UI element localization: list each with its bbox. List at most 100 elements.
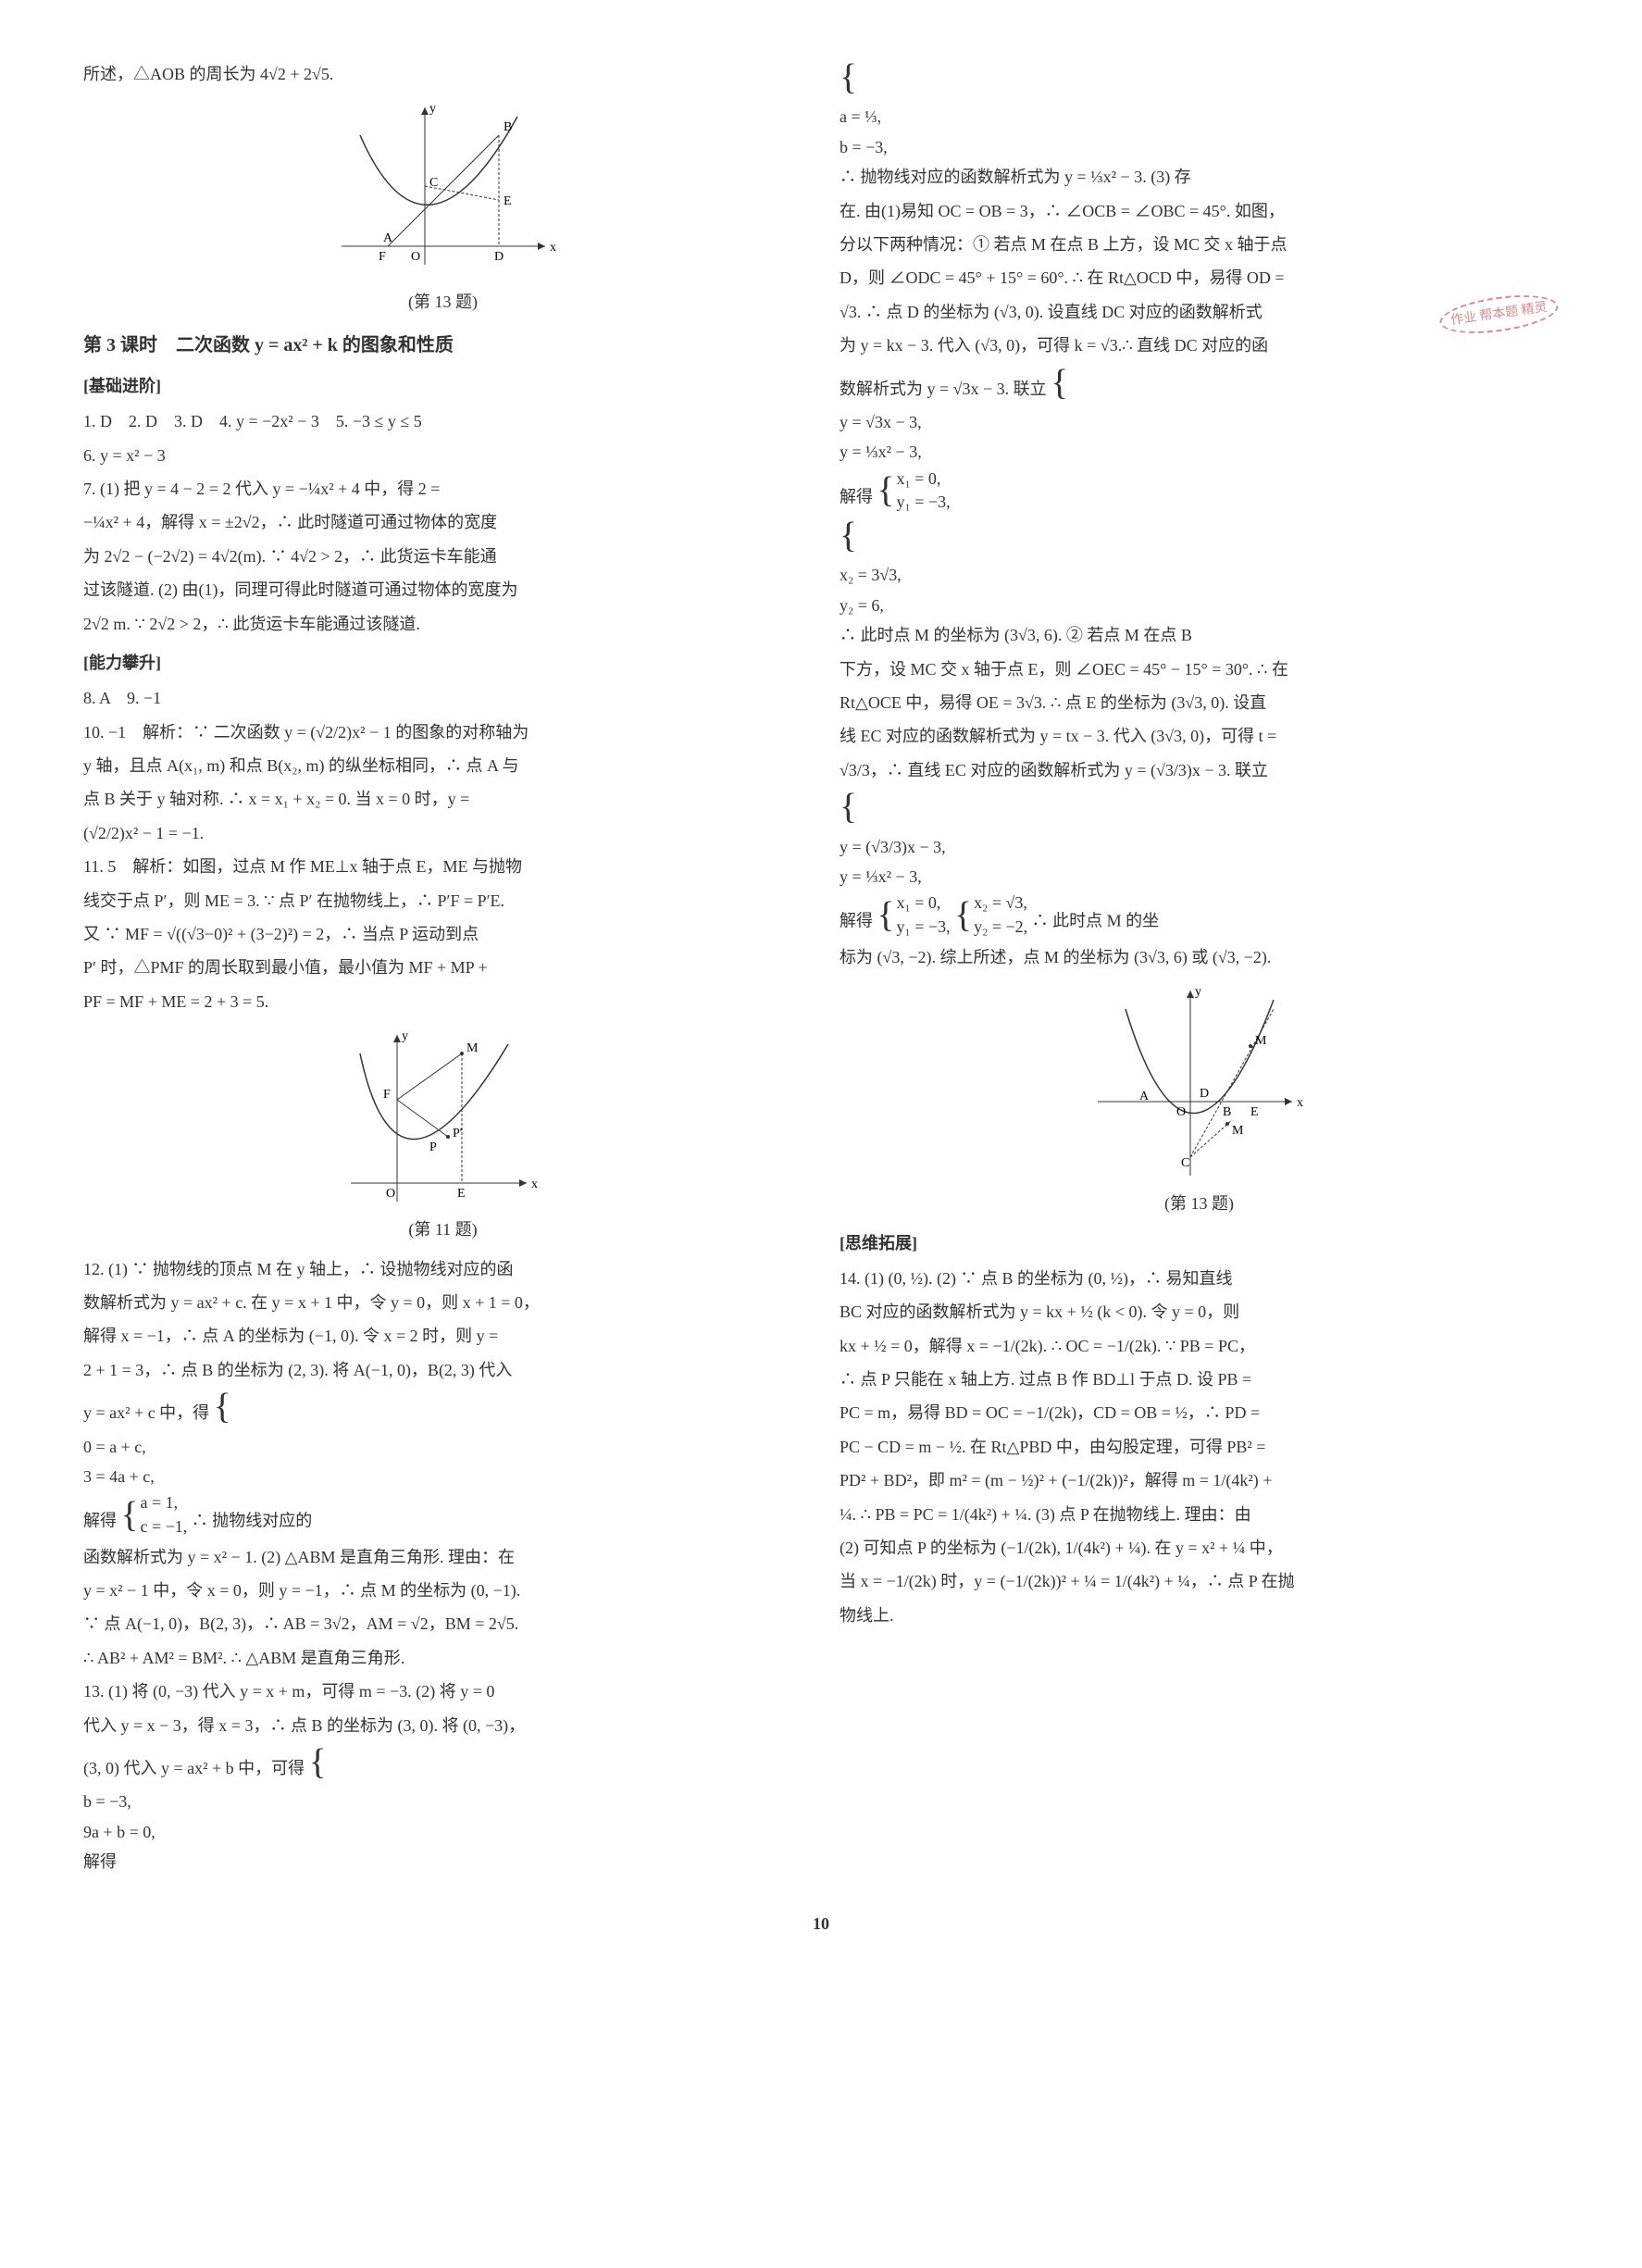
r-eq-open-bot: b = −3, <box>840 132 1559 162</box>
q12-eq1: { <box>214 1389 233 1426</box>
q10-l3: 点 B 关于 y 轴对称. ∴ x = x₁ + x₂ = 0. 当 x = 0… <box>83 784 802 814</box>
label-M: M <box>466 1041 479 1055</box>
q7-l3: 为 2√2 − (−2√2) = 4√2(m). ∵ 4√2 > 2，∴ 此货运… <box>83 542 802 571</box>
extend-section-title: [思维拓展] <box>840 1228 1559 1258</box>
q12-l2: 数解析式为 y = ax² + c. 在 y = x + 1 中，令 y = 0… <box>83 1288 802 1317</box>
figure-11: M F P P′ O E x y (第 11 题) <box>83 1026 802 1244</box>
label-M2b: M <box>1232 1124 1244 1138</box>
q13-eq-bot: 9a + b = 0, <box>83 1817 802 1847</box>
r-opening: { <box>840 59 1559 98</box>
r-l2: 在. 由(1)易知 OC = OB = 3，∴ ∠OCB = ∠OBC = 45… <box>840 196 1559 226</box>
q12-eq2-top: a = 1, <box>141 1491 188 1514</box>
q14-l4: ∴ 点 P 只能在 x 轴上方. 过点 B 作 BD⊥l 于点 D. 设 PB … <box>840 1365 1559 1394</box>
label-O2: O <box>1176 1105 1186 1119</box>
q14-l11: 物线上. <box>840 1601 1559 1630</box>
label-E: E <box>457 1187 466 1201</box>
label-x2: x <box>1297 1096 1303 1110</box>
r-l7: 数解析式为 y = √3x − 3. 联立 { <box>840 365 1559 404</box>
r-l7a: 数解析式为 y = √3x − 3. 联立 <box>840 380 1047 398</box>
r-l6: 为 y = kx − 3. 代入 (√3, 0)，可得 k = √3.∴ 直线 … <box>840 330 1559 360</box>
q14-l8: ¼. ∴ PB = PC = 1/(4k²) + ¼. (3) 点 P 在抛物线… <box>840 1500 1559 1529</box>
label-C2: C <box>1181 1156 1189 1170</box>
r-eq-open-top: a = ⅓, <box>840 102 1559 131</box>
r-l12: √3/3，∴ 直线 EC 对应的函数解析式为 y = (√3/3)x − 3. … <box>840 755 1559 785</box>
label-C: C <box>429 176 438 190</box>
r-eq4-top: y = (√3/3)x − 3, <box>840 832 1559 862</box>
r-eq6-top: x₂ = √3, <box>974 891 1027 915</box>
q12-eq1-top: 0 = a + c, <box>83 1432 802 1462</box>
page-number: 10 <box>83 1909 1559 1938</box>
q12-l1: 12. (1) ∵ 抛物线的顶点 M 在 y 轴上，∴ 设抛物线对应的函 <box>83 1254 802 1284</box>
r-l14: 标为 (√3, −2). 综上所述，点 M 的坐标为 (3√3, 6) 或 (√… <box>840 942 1559 972</box>
intro-text: 所述，△AOB 的周长为 4√2 + 2√5. <box>83 59 802 89</box>
r-eq6-bot: y₂ = −2, <box>974 916 1027 939</box>
r-eq3: { <box>840 517 859 555</box>
figure-13b: M M A O D B E C x y (第 13 题) <box>840 981 1559 1218</box>
q11-l4: P′ 时，△PMF 的周长取到最小值，最小值为 MF + MP + <box>83 953 802 982</box>
q12-eq1-bot: 3 = 4a + c, <box>83 1462 802 1491</box>
q12-eq2: { a = 1, c = −1, <box>121 1491 188 1538</box>
fig13a-caption: (第 13 题) <box>83 287 802 317</box>
label-E2: E <box>1250 1105 1259 1119</box>
q13-l3b: 解得 <box>83 1852 117 1871</box>
q12-l3: 解得 x = −1，∴ 点 A 的坐标为 (−1, 0). 令 x = 2 时，… <box>83 1321 802 1351</box>
q13-l1: 13. (1) 将 (0, −3) 代入 y = x + m，可得 m = −3… <box>83 1676 802 1706</box>
label-P: P <box>429 1140 437 1154</box>
q10-l1: 10. −1 解析：∵ 二次函数 y = (√2/2)x² − 1 的图象的对称… <box>83 717 802 747</box>
r-eq3-top: x₂ = 3√3, <box>840 560 1559 590</box>
q11-l2: 线交于点 P′，则 ME = 3. ∵ 点 P′ 在抛物线上，∴ P′F = P… <box>83 886 802 916</box>
r-l1: ∴ 抛物线对应的函数解析式为 y = ⅓x² − 3. (3) 存 <box>840 168 1191 186</box>
q12-l6: 函数解析式为 y = x² − 1. (2) △ABM 是直角三角形. 理由：在 <box>83 1542 802 1572</box>
q12-l5: y = ax² + c 中，得 { <box>83 1389 802 1427</box>
r-l8: ∴ 此时点 M 的坐标为 (3√3, 6). ② 若点 M 在点 B <box>840 626 1192 644</box>
q14-l10: 当 x = −1/(2k) 时，y = (−1/(2k))² + ¼ = 1/(… <box>840 1566 1559 1596</box>
q12-l5b: 解得 <box>83 1512 117 1530</box>
q11-l3: 又 ∵ MF = √((√3−0)² + (3−2)²) = 2，∴ 当点 P … <box>83 919 802 949</box>
label-O: O <box>386 1187 395 1201</box>
fig13a-svg: A B C E F O D x y <box>323 98 564 283</box>
label-O: O <box>411 250 420 264</box>
basic-ans-2: 6. y = x² − 3 <box>83 441 802 470</box>
q14-l1: 14. (1) (0, ½). (2) ∵ 点 B 的坐标为 (0, ½)，∴ … <box>840 1264 1559 1293</box>
q11-l5: PF = MF + ME = 2 + 3 = 5. <box>83 987 802 1016</box>
r-eq4: { <box>840 789 859 826</box>
fig13b-svg: M M A O D B E C x y <box>1088 981 1311 1185</box>
q14-l3: kx + ½ = 0，解得 x = −1/(2k). ∴ OC = −1/(2k… <box>840 1331 1559 1361</box>
r-l7b: 解得 <box>840 487 873 505</box>
q10-l2: y 轴，且点 A(x₁, m) 和点 B(x₂, m) 的纵坐标相同，∴ 点 A… <box>83 751 802 780</box>
q14-l6: PC − CD = m − ½. 在 Rt△PBD 中，由勾股定理，可得 PB²… <box>840 1432 1559 1462</box>
q14-l2: BC 对应的函数解析式为 y = kx + ½ (k < 0). 令 y = 0… <box>840 1297 1559 1327</box>
r-l11: 线 EC 对应的函数解析式为 y = tx − 3. 代入 (3√3, 0)，可… <box>840 721 1559 751</box>
r-eq3-bot: y₂ = 6, <box>840 591 1559 620</box>
label-B2: B <box>1223 1105 1231 1119</box>
r-eq1-top: y = √3x − 3, <box>840 407 1559 437</box>
r-l13a: 解得 <box>840 912 873 930</box>
q7-l2: −¼x² + 4，解得 x = ±2√2，∴ 此时隧道可通过物体的宽度 <box>83 507 802 537</box>
r-l5: √3. ∴ 点 D 的坐标为 (√3, 0). 设直线 DC 对应的函数解析式 … <box>840 297 1559 327</box>
label-y: y <box>429 102 436 116</box>
q7-l5: 2√2 m. ∵ 2√2 > 2，∴ 此货运卡车能通过该隧道. <box>83 609 802 639</box>
r-eq6: { x₂ = √3, y₂ = −2, <box>954 891 1027 938</box>
q13-l3a: (3, 0) 代入 y = ax² + b 中，可得 <box>83 1759 305 1777</box>
r-eq2-bot: y₁ = −3, <box>897 491 951 514</box>
q12-eq2-bot: c = −1, <box>141 1515 188 1539</box>
label-A2: A <box>1139 1090 1150 1103</box>
fig13b-caption: (第 13 题) <box>840 1189 1559 1218</box>
r-l8-row: { <box>840 517 1559 556</box>
q13-eq: { <box>309 1744 329 1781</box>
r-eq5-bot: y₁ = −3, <box>897 916 951 939</box>
label-B: B <box>504 120 512 134</box>
label-x: x <box>531 1178 538 1191</box>
ability-section-title: [能力攀升] <box>83 648 802 678</box>
right-column: { a = ⅓, b = −3, ∴ 抛物线对应的函数解析式为 y = ⅓x² … <box>840 56 1559 1881</box>
basic-ans-1: 1. D 2. D 3. D 4. y = −2x² − 3 5. −3 ≤ y… <box>83 406 802 436</box>
q14-l7: PD² + BD²，即 m² = (m − ½)² + (−1/(2k))²，解… <box>840 1465 1559 1495</box>
label-y2: y <box>1195 985 1201 999</box>
label-M2a: M <box>1255 1034 1267 1048</box>
label-Pp: P′ <box>453 1127 463 1140</box>
r-l3: 分以下两种情况：① 若点 M 在点 B 上方，设 MC 交 x 轴于点 <box>840 230 1559 259</box>
r-eq4-bot: y = ⅓x² − 3, <box>840 862 1559 891</box>
r-l5-text: √3. ∴ 点 D 的坐标为 (√3, 0). 设直线 DC 对应的函数解析式 <box>840 303 1263 321</box>
r-l13: { <box>840 789 1559 828</box>
q12-l4: 2 + 1 = 3，∴ 点 B 的坐标为 (2, 3). 将 A(−1, 0)，… <box>83 1355 802 1385</box>
